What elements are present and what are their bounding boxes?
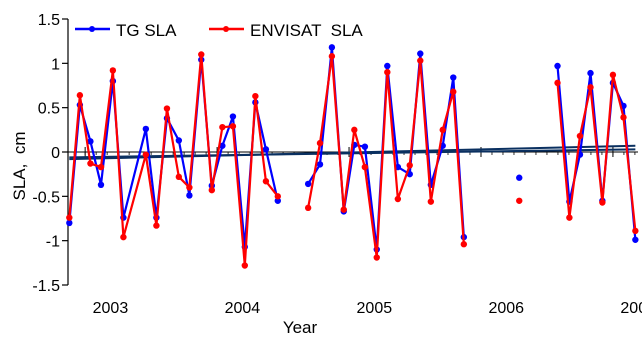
data-point — [361, 143, 369, 150]
data-point — [460, 241, 468, 248]
legend-marker-tg — [89, 26, 95, 32]
data-point — [76, 92, 84, 99]
data-point — [186, 184, 193, 191]
data-point — [274, 197, 281, 204]
data-point — [97, 163, 105, 171]
series-line-segment — [68, 53, 279, 267]
y-axis-label: SLA, cm — [10, 132, 29, 201]
data-point — [587, 84, 594, 91]
data-point — [316, 161, 324, 168]
data-point — [328, 44, 336, 51]
series-envisat-sla — [66, 51, 639, 269]
legend-label-tg: TG SLA — [116, 21, 177, 40]
data-point — [566, 214, 573, 221]
data-point — [109, 67, 117, 74]
series-line-segment — [68, 58, 279, 248]
legend-marker-envisat — [223, 26, 229, 32]
data-point — [175, 173, 183, 181]
data-point — [417, 57, 424, 64]
data-point — [516, 174, 523, 181]
x-tick-label: 2005 — [357, 300, 393, 317]
data-point — [450, 74, 457, 81]
data-point — [66, 214, 73, 221]
data-point — [229, 113, 237, 120]
data-point — [427, 198, 435, 205]
data-point — [576, 132, 584, 140]
data-point — [384, 69, 391, 76]
data-point — [632, 227, 639, 235]
legend: TG SLA ENVISAT SLA — [75, 21, 363, 40]
data-point — [328, 53, 336, 60]
data-point — [417, 50, 424, 57]
data-point — [120, 233, 127, 241]
data-point — [406, 162, 413, 169]
data-point — [587, 69, 594, 77]
series-line-segment — [556, 73, 637, 232]
data-point — [262, 178, 270, 185]
data-point — [361, 163, 369, 171]
data-point — [142, 151, 150, 158]
x-tick-label: 2003 — [93, 300, 129, 317]
data-point — [66, 219, 73, 227]
data-point — [340, 206, 347, 213]
data-point — [554, 79, 561, 87]
axes-layer: -1.5 -1 -0.5 0 0.5 1 1.5 2003 2004 2005 2006 2007 — [32, 12, 642, 317]
data-point — [351, 126, 358, 134]
data-point — [439, 126, 446, 134]
data-point — [142, 125, 150, 133]
data-point — [163, 105, 171, 112]
y-tick-label: -1.5 — [32, 278, 60, 295]
data-point — [219, 123, 226, 131]
data-point — [186, 192, 193, 199]
data-point — [394, 195, 402, 203]
data-point — [262, 146, 270, 153]
data-point — [198, 51, 205, 58]
series-layer — [66, 44, 639, 269]
x-tick-label: 2004 — [225, 300, 261, 317]
data-point — [241, 262, 249, 269]
y-tick-label: -1 — [46, 234, 60, 251]
data-point — [97, 181, 105, 189]
data-point — [554, 62, 561, 70]
y-tick-label: 1.5 — [38, 12, 60, 29]
y-tick-label: 1 — [51, 56, 60, 73]
data-point — [229, 123, 237, 130]
data-point — [87, 138, 94, 145]
data-point — [599, 199, 606, 206]
data-point — [87, 160, 94, 167]
data-point — [175, 137, 183, 144]
data-point — [274, 193, 281, 200]
x-tick-label: 2006 — [488, 300, 524, 317]
data-point — [516, 197, 523, 204]
legend-label-envisat: ENVISAT SLA — [250, 21, 363, 40]
data-point — [316, 139, 324, 147]
data-point — [304, 180, 312, 188]
data-point — [304, 204, 312, 212]
x-axis-label: Year — [283, 318, 318, 337]
y-tick-label: -0.5 — [32, 189, 60, 206]
data-point — [609, 71, 617, 79]
data-point — [450, 88, 457, 95]
data-point — [153, 222, 160, 229]
data-point — [208, 186, 216, 194]
y-tick-label: 0 — [51, 145, 60, 162]
data-point — [620, 114, 627, 121]
data-point — [384, 62, 391, 70]
x-tick-label: 2007 — [620, 300, 642, 317]
data-point — [632, 236, 639, 243]
data-point — [373, 254, 380, 261]
data-point — [219, 142, 226, 149]
y-tick-label: 0.5 — [38, 101, 60, 118]
data-point — [252, 92, 259, 100]
